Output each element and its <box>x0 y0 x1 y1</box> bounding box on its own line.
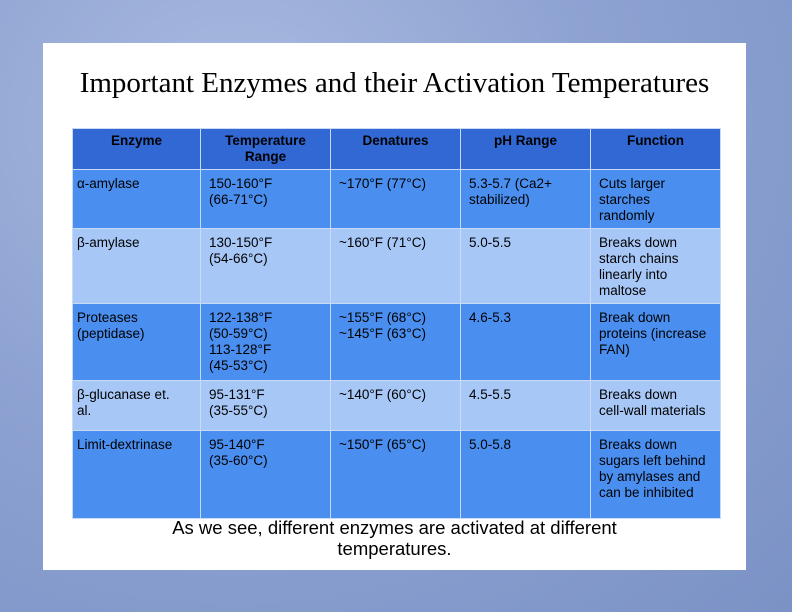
table-cell: Breaks down starch chains linearly into … <box>590 228 721 304</box>
table-cell: 95-140°F (35-60°C) <box>200 430 331 519</box>
column-header: Enzyme <box>72 128 201 170</box>
table-cell: 95-131°F (35-55°C) <box>200 380 331 431</box>
table-cell: ~150°F (65°C) <box>330 430 461 519</box>
table-row: Limit-dextrinase 95-140°F (35-60°C) ~150°F… <box>72 430 721 519</box>
table-cell: ~170°F (77°C) <box>330 169 461 229</box>
table-cell: Limit-dextrinase <box>72 430 201 519</box>
table-cell: Cuts larger starches randomly <box>590 169 721 229</box>
table-cell: 5.0-5.5 <box>460 228 591 304</box>
table-cell: 5.0-5.8 <box>460 430 591 519</box>
footer-text: As we see, different enzymes are activat… <box>172 517 617 559</box>
table-cell: Break down proteins (increase FAN) <box>590 303 721 381</box>
table-cell: 122-138°F (50-59°C) 113-128°F (45-53°C) <box>200 303 331 381</box>
enzyme-table: Enzyme Temperature Range Denatures pH Range… <box>72 128 721 519</box>
column-header: Temperature Range <box>200 128 331 170</box>
column-header: Denatures <box>330 128 461 170</box>
column-header: pH Range <box>460 128 591 170</box>
table-body: α-amylase 150-160°F (66-71°C) ~170°F (77°C… <box>72 169 721 519</box>
table-cell: 150-160°F (66-71°C) <box>200 169 331 229</box>
table-row: α-amylase 150-160°F (66-71°C) ~170°F (77°C… <box>72 169 721 229</box>
table-cell: Breaks down sugars left behind by amylas… <box>590 430 721 519</box>
table-cell: β-glucanase et. al. <box>72 380 201 431</box>
table-row: β-amylase 130-150°F (54-66°C) ~160°F (71°C… <box>72 228 721 304</box>
table-cell: β-amylase <box>72 228 201 304</box>
slide-title: Important Enzymes and their Activation T… <box>79 67 710 99</box>
table-row: β-glucanase et. al. 95-131°F (35-55°C) ~14… <box>72 380 721 431</box>
table-cell: 4.5-5.5 <box>460 380 591 431</box>
table-cell: 4.6-5.3 <box>460 303 591 381</box>
table-cell: 5.3-5.7 (Ca2+ stabilized) <box>460 169 591 229</box>
table-cell: Breaks down cell-wall materials <box>590 380 721 431</box>
table-row: Proteases (peptidase) 122-138°F (50-59°C)… <box>72 303 721 381</box>
table-cell: α-amylase <box>72 169 201 229</box>
column-header: Function <box>590 128 721 170</box>
header-row: Enzyme Temperature Range Denatures pH Range… <box>72 128 721 170</box>
table-cell: ~155°F (68°C) ~145°F (63°C) <box>330 303 461 381</box>
table-cell: 130-150°F (54-66°C) <box>200 228 331 304</box>
table-cell: Proteases (peptidase) <box>72 303 201 381</box>
table-cell: ~160°F (71°C) <box>330 228 461 304</box>
slide: Important Enzymes and their Activation T… <box>43 43 746 570</box>
table-cell: ~140°F (60°C) <box>330 380 461 431</box>
